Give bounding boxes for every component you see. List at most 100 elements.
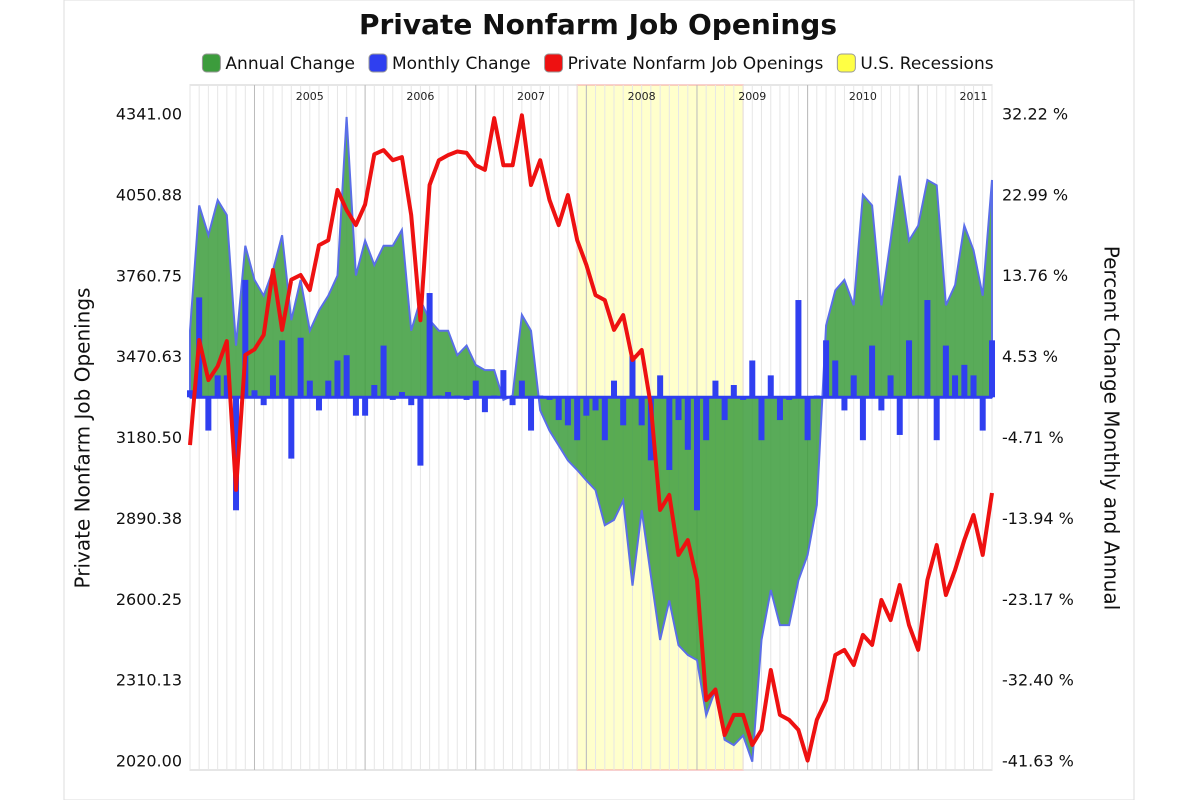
y-tick-label: 4341.00 [116,105,182,124]
bar [306,380,313,398]
bar [408,397,415,406]
bar [657,375,664,398]
bar [684,397,691,450]
bar [675,397,682,421]
y2-tick-label: 13.76 % [1002,266,1068,285]
bar [749,360,756,398]
x-tick-label: 2007 [517,90,545,103]
y-axis-title: Private Nonfarm Job Openings [71,288,95,589]
bar [841,397,848,411]
bar [887,375,894,398]
bar [832,360,839,398]
bar [850,375,857,398]
x-tick-label: 2010 [849,90,877,103]
y-tick-label: 2890.38 [116,509,182,528]
bar [398,392,405,398]
bar [758,397,765,441]
legend-swatch [368,53,388,73]
bar [989,340,995,398]
bar [279,340,286,398]
y-tick-label: 3470.63 [116,347,182,366]
legend-label: Annual Change [225,54,355,74]
bar [703,397,710,441]
legend: Annual Change Monthly Change Private Nonfa… [201,53,994,74]
bar [620,397,627,426]
bar [823,340,830,398]
bar [518,380,525,398]
x-tick-label: 2011 [960,90,988,103]
legend-swatch [201,53,221,73]
bar [315,397,322,411]
line [188,113,994,763]
y-tick-label: 3760.75 [116,266,182,285]
bar [961,364,968,398]
bar [869,345,876,398]
bar [906,340,913,398]
bar [509,397,516,406]
bar [638,397,645,426]
bar [629,355,636,398]
bar [583,397,590,416]
y2-tick-label: -23.17 % [1002,590,1074,609]
y-tick-label: 4050.88 [116,185,182,204]
bar [223,375,230,398]
y-tick-label: 2600.25 [116,590,182,609]
y2-tick-label: -13.94 % [1002,509,1074,528]
bar [481,397,488,413]
bar [362,397,369,416]
area [189,116,993,763]
bar [666,397,673,470]
y2-tick-label: -32.40 % [1002,671,1074,690]
bar [795,300,802,398]
bar [251,390,258,398]
bar [693,397,700,511]
bar [426,293,433,398]
legend-swatch [544,53,564,73]
y-tick-label: 2310.13 [116,671,182,690]
bar [970,375,977,398]
bar [555,397,562,421]
y2-tick-label: -41.63 % [1002,752,1074,771]
y-tick-label: 2020.00 [116,752,182,771]
legend-label: U.S. Recessions [860,54,993,74]
bar [601,397,608,441]
bar [564,397,571,426]
bar [187,390,193,398]
bar [500,370,507,398]
y-tick-label: 3180.50 [116,428,182,447]
bar [942,345,949,398]
y2-tick-label: 32.22 % [1002,105,1068,124]
bar [528,397,535,431]
x-tick-label: 2008 [628,90,656,103]
bar [804,397,811,441]
bar [896,397,903,435]
bar [592,397,599,411]
bar [343,355,350,398]
x-tick-label: 2005 [296,90,324,103]
bar [647,397,654,461]
bar [924,300,931,398]
bar [334,360,341,398]
bar [205,397,212,431]
y2-axis-title: Percent Change Monthly and Annual [1100,246,1124,610]
chart-title: Private Nonfarm Job Openings [359,8,837,41]
y2-tick-label: 22.99 % [1002,185,1068,204]
bar [611,380,618,398]
bar [417,397,424,466]
bar [297,337,304,398]
bar [979,397,986,431]
x-tick-label: 2006 [406,90,434,103]
bar [574,397,581,441]
bar [325,380,332,398]
bar [721,397,728,421]
y2-tick-label: -4.71 % [1002,428,1064,447]
bar [712,380,719,398]
bar [352,397,359,416]
bar [269,375,276,398]
bar [933,397,940,441]
x-tick-label: 2009 [738,90,766,103]
bar [380,345,387,398]
bar [952,375,959,398]
bar [445,392,452,398]
